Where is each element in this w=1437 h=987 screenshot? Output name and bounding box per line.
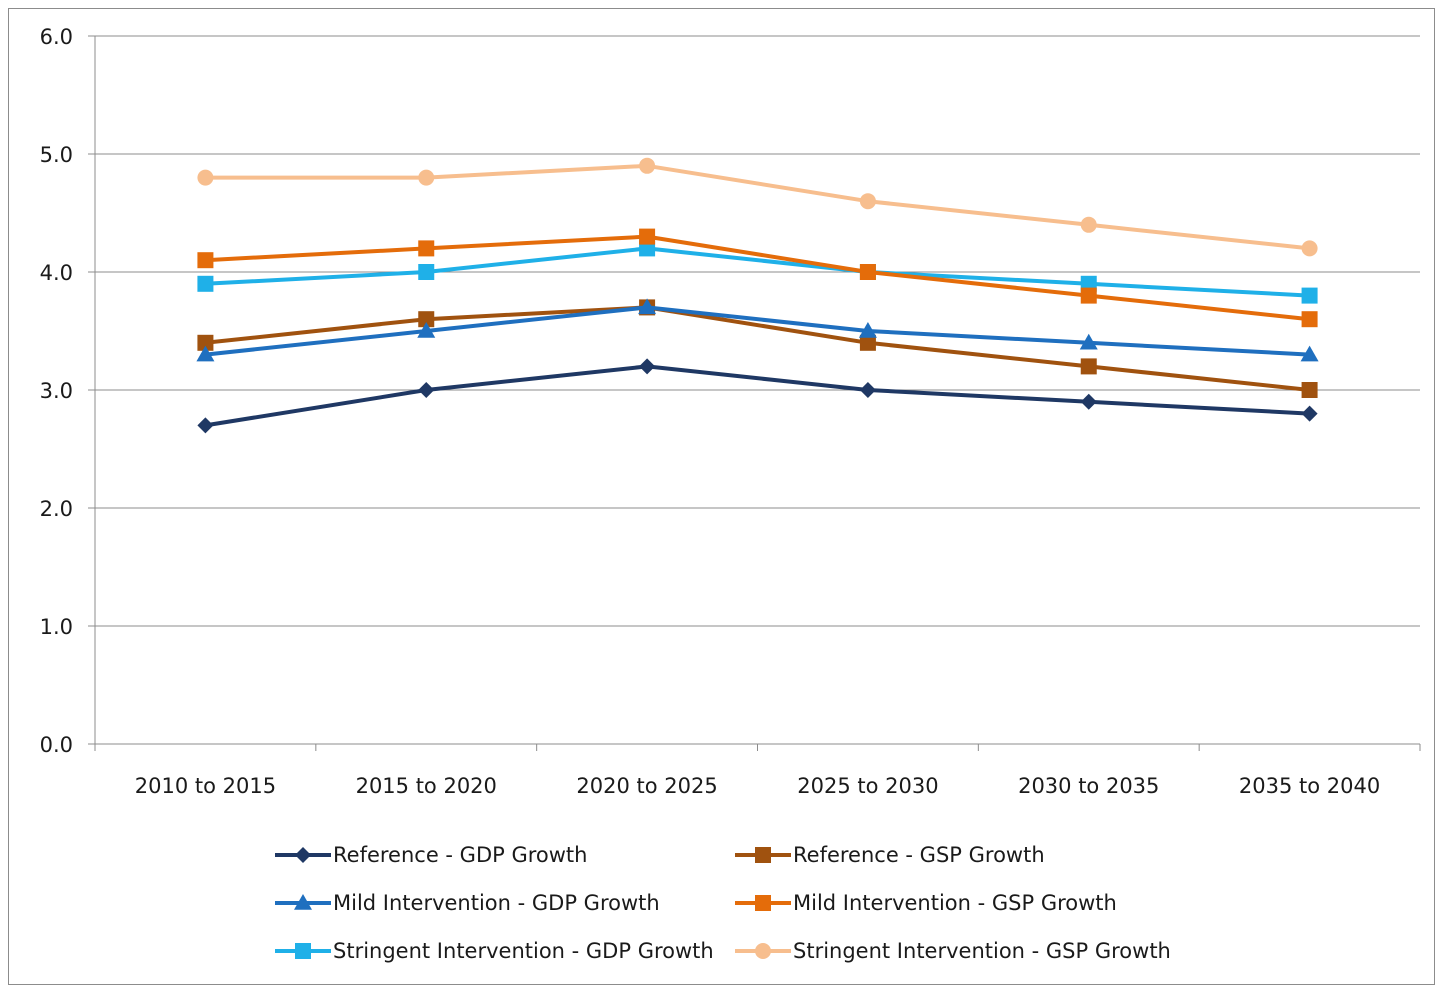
legend: Reference - GDP Growth Reference - GSP Gr… (275, 843, 1171, 963)
data-point (639, 358, 656, 375)
y-tick-label: 0.0 (40, 733, 73, 757)
y-tick-label: 2.0 (40, 497, 73, 521)
data-point (639, 157, 656, 174)
data-point (1300, 345, 1319, 362)
x-tick-label: 2030 to 2035 (1018, 774, 1159, 798)
chart-frame (8, 8, 1435, 985)
x-tick-label: 2015 to 2020 (356, 774, 497, 798)
legend-marker (295, 943, 311, 959)
x-tick-label: 2025 to 2030 (797, 774, 938, 798)
legend-marker (755, 895, 771, 911)
legend-marker (755, 943, 771, 959)
legend-marker (294, 894, 312, 910)
data-point (1301, 405, 1318, 422)
series-1 (197, 358, 1318, 434)
data-point (197, 334, 214, 351)
data-point (1301, 240, 1318, 257)
data-point (1079, 333, 1098, 350)
data-point (1080, 216, 1097, 233)
series-line (205, 305, 1310, 357)
legend-label: Reference - GDP Growth (333, 843, 587, 867)
data-point (858, 322, 877, 338)
data-point (418, 240, 435, 257)
x-tick-label: 2035 to 2040 (1239, 774, 1380, 798)
legend-item: Mild Intervention - GDP Growth (275, 891, 660, 915)
data-point (1080, 287, 1097, 304)
series-3 (196, 298, 1319, 362)
y-tick-label: 6.0 (40, 25, 73, 49)
legend-marker (755, 847, 771, 863)
data-point (859, 334, 876, 351)
series-4 (197, 228, 1318, 328)
data-point (418, 169, 435, 186)
series-line (205, 364, 1310, 428)
data-point (197, 417, 214, 434)
legend-label: Stringent Intervention - GSP Growth (793, 939, 1171, 963)
y-tick-label: 1.0 (40, 615, 73, 639)
legend-item: Stringent Intervention - GDP Growth (275, 939, 714, 963)
series-2 (197, 299, 1318, 398)
data-point (418, 264, 435, 280)
legend-item: Stringent Intervention - GSP Growth (735, 939, 1171, 963)
data-point (1080, 358, 1097, 375)
data-point (859, 193, 876, 210)
data-point (1301, 287, 1318, 304)
legend-label: Stringent Intervention - GDP Growth (333, 939, 714, 963)
y-tick-label: 5.0 (40, 143, 73, 167)
legend-label: Mild Intervention - GDP Growth (333, 891, 660, 915)
data-point (1080, 393, 1097, 410)
legend-item: Reference - GSP Growth (735, 843, 1045, 867)
data-point (639, 228, 656, 245)
legend-item: Reference - GDP Growth (275, 843, 587, 867)
series-line (205, 305, 1310, 392)
series-line (205, 234, 1310, 322)
data-point (418, 382, 435, 398)
y-tick-label: 4.0 (40, 261, 73, 285)
y-tick-label: 3.0 (40, 379, 73, 403)
data-point (196, 345, 215, 362)
data-point (1301, 382, 1318, 398)
data-point (859, 382, 876, 398)
data-point (418, 311, 435, 328)
data-point (638, 298, 657, 315)
data-point (859, 264, 876, 280)
x-tick-label: 2010 to 2015 (135, 774, 276, 798)
data-point (1301, 311, 1318, 328)
data-point (197, 275, 214, 292)
legend-label: Mild Intervention - GSP Growth (793, 891, 1117, 915)
series-6 (197, 157, 1318, 257)
gridlines (88, 35, 1420, 745)
series-line (205, 246, 1310, 298)
data-point (197, 169, 214, 186)
data-point (417, 322, 436, 338)
legend-item: Mild Intervention - GSP Growth (735, 891, 1117, 915)
data-point (197, 252, 214, 269)
series-line (205, 163, 1310, 251)
legend-label: Reference - GSP Growth (793, 843, 1045, 867)
legend-marker (295, 847, 311, 863)
x-tick-label: 2020 to 2025 (576, 774, 717, 798)
